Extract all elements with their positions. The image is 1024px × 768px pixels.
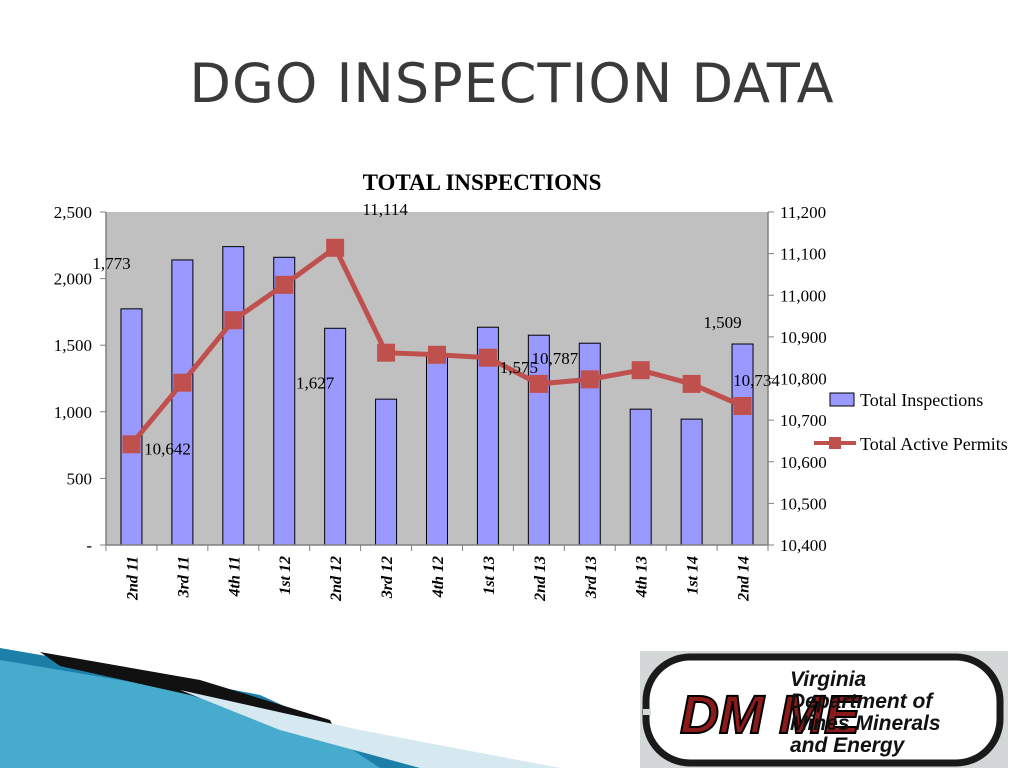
- line-point: [275, 275, 294, 294]
- legend-swatch-total-inspections: [829, 392, 855, 407]
- y-right-tick-label: 10,800: [780, 370, 827, 389]
- line-point: [682, 374, 701, 393]
- x-axis: 2nd 11 3rd 11 4th 11 1st 12 2nd 12 3rd 12 4th …: [105, 545, 769, 602]
- logo-line-2: Department of: [790, 690, 934, 713]
- y-right-tick-label: 10,500: [780, 494, 827, 513]
- bar: [120, 308, 143, 546]
- y-left-tick-label: 500: [67, 469, 93, 488]
- line-point: [326, 238, 345, 257]
- bar: [273, 256, 296, 546]
- left-axis: - 500 1,000 1,500 2,000 2,500: [54, 203, 106, 555]
- line-point: [733, 396, 752, 415]
- bar: [426, 354, 448, 546]
- bar-series: [120, 246, 754, 546]
- bar: [324, 327, 347, 546]
- legend-marker-total-active-permits: [829, 437, 841, 449]
- legend: Total Inspections Total Active Permits: [814, 390, 1008, 454]
- line-point: [631, 361, 650, 380]
- y-left-tick-label: 2,000: [54, 270, 92, 289]
- bar: [222, 246, 245, 546]
- line-point: [580, 370, 599, 389]
- data-labels: 1,773 1,627 1,575 1,509 10,642 11,114 10,787 10…: [92, 200, 780, 458]
- line-point: [224, 311, 243, 330]
- y-right-tick-label: 11,000: [780, 286, 826, 305]
- logo-line-4: and Energy: [790, 734, 906, 757]
- right-axis: 10,400 10,500 10,600 10,700 10,800 10,900 11,0…: [768, 203, 827, 555]
- x-tick-label: 4th 13: [634, 556, 651, 598]
- y-right-tick-label: 10,700: [780, 411, 827, 430]
- x-tick-label: 2nd 11: [124, 556, 141, 601]
- y-right-tick-label: 11,200: [780, 203, 826, 222]
- bar-data-label: 1,627: [296, 373, 335, 392]
- decorative-swoosh: [0, 648, 560, 768]
- legend-label-total-inspections: Total Inspections: [860, 390, 983, 410]
- x-tick-label: 2nd 14: [736, 556, 753, 602]
- line-data-label: 10,734: [733, 371, 780, 390]
- y-left-tick-label: -: [86, 536, 92, 555]
- bar: [171, 259, 194, 546]
- line-point: [377, 343, 396, 362]
- line-data-label: 10,787: [531, 349, 578, 368]
- slide-title: DGO INSPECTION DATA: [189, 52, 835, 115]
- line-point: [122, 435, 141, 454]
- bar: [629, 408, 652, 546]
- chart-title: TOTAL INSPECTIONS: [363, 170, 602, 195]
- x-tick-label: 3rd 11: [175, 556, 192, 598]
- x-tick-label: 1st 14: [685, 556, 702, 595]
- bar-data-label: 1,773: [92, 254, 130, 273]
- line-point: [478, 348, 497, 367]
- x-tick-label: 1st 13: [481, 556, 498, 595]
- logo-line-3: Mines Minerals: [790, 712, 941, 735]
- line-point: [173, 373, 192, 392]
- y-left-tick-label: 1,000: [54, 403, 92, 422]
- y-left-tick-label: 1,500: [54, 336, 92, 355]
- logo-line-1: Virginia: [790, 668, 867, 691]
- y-right-tick-label: 10,900: [780, 328, 827, 347]
- line-series: [122, 238, 752, 454]
- logo-letters: DM ME: [680, 685, 862, 745]
- y-right-tick-label: 10,600: [780, 453, 827, 472]
- x-tick-label: 3rd 13: [583, 556, 600, 599]
- x-tick-label: 2nd 13: [532, 556, 549, 602]
- line-point: [428, 345, 446, 364]
- bar-data-label: 1,575: [500, 358, 538, 377]
- x-tick-label: 2nd 12: [328, 556, 345, 602]
- line-data-label: 11,114: [362, 200, 408, 219]
- line-point: [529, 374, 548, 393]
- y-right-tick-label: 11,100: [780, 245, 826, 264]
- legend-label-total-active-permits: Total Active Permits: [860, 434, 1008, 454]
- bar-data-label: 1,509: [703, 313, 741, 332]
- y-right-tick-label: 10,400: [780, 536, 827, 555]
- bar: [680, 418, 703, 546]
- bar: [375, 398, 398, 546]
- line-data-label: 10,642: [144, 439, 191, 458]
- x-tick-label: 1st 12: [277, 556, 294, 595]
- x-tick-label: 4th 12: [430, 556, 447, 598]
- y-left-tick-label: 2,500: [54, 203, 92, 222]
- x-tick-label: 3rd 12: [379, 556, 396, 599]
- x-tick-label: 4th 11: [226, 556, 243, 597]
- dmme-logo: DM ME Virginia Department of Mines Miner…: [640, 651, 1008, 768]
